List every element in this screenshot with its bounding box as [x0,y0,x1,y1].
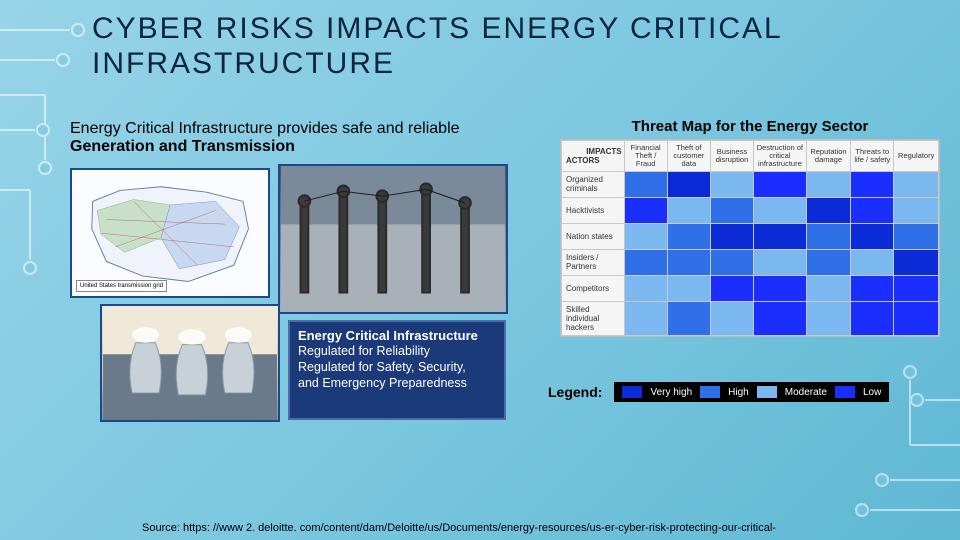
matrix-cell [894,301,939,335]
matrix-cell [710,301,753,335]
matrix-cell [710,171,753,197]
matrix-cell [851,275,894,301]
substation-image [278,164,508,314]
matrix-cell [851,301,894,335]
matrix-row-header: Hacktivists [562,197,625,223]
matrix-cell [851,223,894,249]
matrix-cell [806,171,851,197]
matrix-cell [667,197,710,223]
threat-map-title: Threat Map for the Energy Sector [560,118,940,135]
legend-item-label: Very high [650,387,692,398]
matrix-cell [851,197,894,223]
matrix-row-header: Insiders / Partners [562,249,625,275]
left-caption: Energy Critical Infrastructure provides … [70,120,510,156]
threat-matrix: IMPACTSACTORSFinancial Theft / FraudThef… [560,139,940,337]
matrix-col-header: Financial Theft / Fraud [624,141,667,172]
matrix-cell [754,301,807,335]
matrix-row-header: Organized criminals [562,171,625,197]
matrix-cell [624,249,667,275]
matrix-cell [667,223,710,249]
legend-swatch [700,386,720,398]
matrix-col-header: Threats to life / safety [851,141,894,172]
threat-map-panel: Threat Map for the Energy Sector IMPACTS… [560,118,940,337]
legend-swatch [622,386,642,398]
matrix-row-header: Competitors [562,275,625,301]
callout-title: Energy Critical Infrastructure [298,328,496,344]
matrix-row-header: Nation states [562,223,625,249]
legend-item-label: High [728,387,749,398]
matrix-cell [806,301,851,335]
caption-bold: Generation and Transmission [70,138,295,155]
legend-item-label: Moderate [785,387,827,398]
matrix-cell [667,301,710,335]
matrix-cell [894,249,939,275]
matrix-cell [754,275,807,301]
matrix-cell [710,249,753,275]
matrix-cell [624,301,667,335]
matrix-cell [754,171,807,197]
matrix-cell [894,171,939,197]
matrix-row-header: Skilled individual hackers [562,301,625,335]
matrix-cell [710,223,753,249]
matrix-cell [667,171,710,197]
image-grid: United States transmission grid [70,164,510,424]
slide-title: CYBER RISKS IMPACTS ENERGY CRITICAL INFR… [92,12,960,81]
matrix-cell [851,171,894,197]
matrix-cell [851,249,894,275]
callout-body: Regulated for Reliability Regulated for … [298,344,496,391]
matrix-cell [894,223,939,249]
legend-label: Legend: [548,384,602,400]
caption-prefix: Energy Critical Infrastructure provides … [70,120,460,137]
matrix-col-header: Business disruption [710,141,753,172]
legend: Legend: Very high High Moderate Low [548,382,889,402]
source-url: https: //www 2. deloitte. com/content/da… [183,522,776,534]
matrix-cell [667,249,710,275]
matrix-cell [754,197,807,223]
matrix-col-header: Regulatory [894,141,939,172]
matrix-col-header: Reputation damage [806,141,851,172]
source-label: Source: [142,522,180,534]
circuit-decoration-right [760,340,960,540]
callout-box: Energy Critical Infrastructure Regulated… [288,320,506,420]
matrix-col-header: Destruction of critical infrastructure [754,141,807,172]
cooling-towers-image [100,304,280,422]
legend-strip: Very high High Moderate Low [614,382,889,402]
matrix-cell [624,223,667,249]
matrix-cell [894,275,939,301]
matrix-col-header: Theft of customer data [667,141,710,172]
matrix-cell [624,171,667,197]
legend-swatch [757,386,777,398]
matrix-cell [710,275,753,301]
matrix-cell [667,275,710,301]
legend-swatch [835,386,855,398]
source-citation: Source: https: //www 2. deloitte. com/co… [142,522,776,534]
left-content: Energy Critical Infrastructure provides … [70,120,510,424]
matrix-cell [754,223,807,249]
matrix-corner: IMPACTSACTORS [562,141,625,172]
matrix-cell [806,223,851,249]
matrix-cell [806,197,851,223]
matrix-cell [894,197,939,223]
legend-item-label: Low [863,387,881,398]
matrix-cell [754,249,807,275]
matrix-cell [806,275,851,301]
matrix-cell [624,275,667,301]
us-map-label: United States transmission grid [76,280,167,292]
matrix-cell [806,249,851,275]
matrix-cell [710,197,753,223]
us-grid-map-image: United States transmission grid [70,168,270,298]
matrix-cell [624,197,667,223]
